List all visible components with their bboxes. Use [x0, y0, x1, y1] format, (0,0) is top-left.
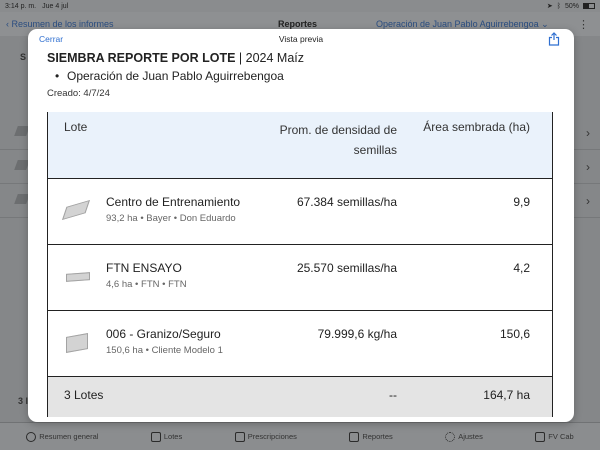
lote-area: 150,6 [499, 327, 530, 341]
header-density-line1: Prom. de densidad de [279, 123, 397, 137]
gear-icon [445, 431, 456, 442]
background-title: Reportes [278, 19, 318, 29]
tractor-icon [535, 431, 546, 442]
circle-icon [26, 431, 37, 442]
location-icon: ➤ [546, 3, 553, 10]
tab-label: Ajustes [458, 432, 483, 441]
status-time: 3:14 p. m. [5, 2, 37, 10]
tab-label: FV Cab [548, 432, 574, 441]
status-right: ➤ ᛒ 50% [547, 2, 595, 10]
status-bar: 3:14 p. m. Jue 4 jul ➤ ᛒ 50% [0, 0, 600, 12]
table-header: Lote Prom. de densidad de semillas Área … [48, 112, 552, 179]
report-header: SIEMBRA REPORTE POR LOTE | 2024 Maíz • Op… [47, 51, 304, 99]
lote-details: 93,2 ha • Bayer • Don Eduardo [106, 213, 236, 224]
tab-fv-cab[interactable]: FV Cab [535, 431, 574, 442]
field-thumbnail [61, 200, 91, 220]
table-footer: 3 Lotes -- 164,7 ha [48, 377, 552, 417]
table-row: FTN ENSAYO 4,6 ha • FTN • FTN 25.570 sem… [48, 245, 552, 311]
table-row: Centro de Entrenamiento 93,2 ha • Bayer … [48, 179, 552, 245]
header-density: Prom. de densidad de semillas [237, 120, 397, 160]
lote-details: 150,6 ha • Cliente Modelo 1 [106, 345, 223, 356]
document-icon [349, 431, 360, 442]
report-table: Lote Prom. de densidad de semillas Área … [47, 112, 553, 417]
tab-label: Reportes [362, 432, 393, 441]
lote-density: 67.384 semillas/ha [296, 195, 397, 209]
tab-bar: Resumen general Lotes Prescripciones Rep… [0, 422, 600, 450]
header-lote: Lote [64, 120, 88, 134]
report-operation-text: Operación de Juan Pablo Aguirrebengoa [67, 69, 284, 83]
book-icon [150, 431, 161, 442]
back-button[interactable]: ‹ Resumen de los informes [6, 19, 114, 29]
report-title-bold: SIEMBRA REPORTE POR LOTE [47, 51, 236, 65]
operation-label: Operación de Juan Pablo Aguirrebengoa [376, 18, 539, 29]
lote-details: 4,6 ha • FTN • FTN [106, 279, 187, 290]
background-letter: 3 l [18, 396, 29, 406]
status-date: Jue 4 jul [42, 2, 69, 10]
header-area: Área sembrada (ha) [423, 120, 530, 134]
lote-name: FTN ENSAYO [106, 261, 182, 275]
bluetooth-icon: ᛒ [556, 2, 561, 10]
operation-selector[interactable]: Operación de Juan Pablo Aguirrebengoa ⌄ [376, 18, 549, 29]
grid-icon [234, 431, 245, 442]
close-button[interactable]: Cerrar [39, 34, 64, 44]
lote-area: 9,9 [513, 195, 530, 209]
report-operation: • Operación de Juan Pablo Aguirrebengoa [47, 69, 304, 83]
preview-modal: Cerrar Vista previa SIEMBRA REPORTE POR … [28, 29, 574, 422]
tab-reportes[interactable]: Reportes [349, 431, 393, 442]
bullet-icon: • [55, 69, 60, 83]
tab-resumen-general[interactable]: Resumen general [26, 431, 99, 442]
chevron-right-icon: › [586, 194, 590, 208]
lote-area: 4,2 [513, 261, 530, 275]
total-density: -- [389, 388, 397, 402]
share-icon[interactable] [548, 32, 560, 46]
report-title: SIEMBRA REPORTE POR LOTE | 2024 Maíz [47, 51, 304, 65]
field-thumbnail [66, 272, 90, 282]
lote-name: Centro de Entrenamiento [106, 195, 241, 209]
header-density-line2: semillas [353, 143, 397, 157]
tab-label: Resumen general [39, 432, 99, 441]
more-icon[interactable]: ⋮ [578, 18, 589, 31]
battery-percent: 50% [564, 2, 579, 10]
modal-title: Vista previa [278, 34, 324, 44]
tab-label: Prescripciones [247, 432, 297, 441]
chevron-right-icon: › [586, 160, 590, 174]
chevron-right-icon: › [586, 126, 590, 140]
battery-icon [583, 3, 595, 9]
lote-density: 79.999,6 kg/ha [317, 327, 397, 341]
total-lotes: 3 Lotes [64, 388, 104, 402]
report-title-rest: | 2024 Maíz [235, 51, 305, 65]
report-created: Creado: 4/7/24 [47, 88, 110, 99]
tab-prescripciones[interactable]: Prescripciones [234, 431, 297, 442]
background-letter: S [20, 52, 27, 62]
total-area: 164,7 ha [483, 388, 530, 402]
lote-density: 25.570 semillas/ha [296, 261, 397, 275]
tab-label: Lotes [163, 432, 183, 441]
tab-lotes[interactable]: Lotes [150, 431, 183, 442]
field-thumbnail [66, 333, 88, 353]
table-row: 006 - Granizo/Seguro 150,6 ha • Cliente … [48, 311, 552, 377]
tab-ajustes[interactable]: Ajustes [445, 431, 483, 442]
lote-name: 006 - Granizo/Seguro [106, 327, 221, 341]
back-label: Resumen de los informes [11, 19, 114, 29]
modal-header: Cerrar Vista previa [28, 29, 574, 49]
